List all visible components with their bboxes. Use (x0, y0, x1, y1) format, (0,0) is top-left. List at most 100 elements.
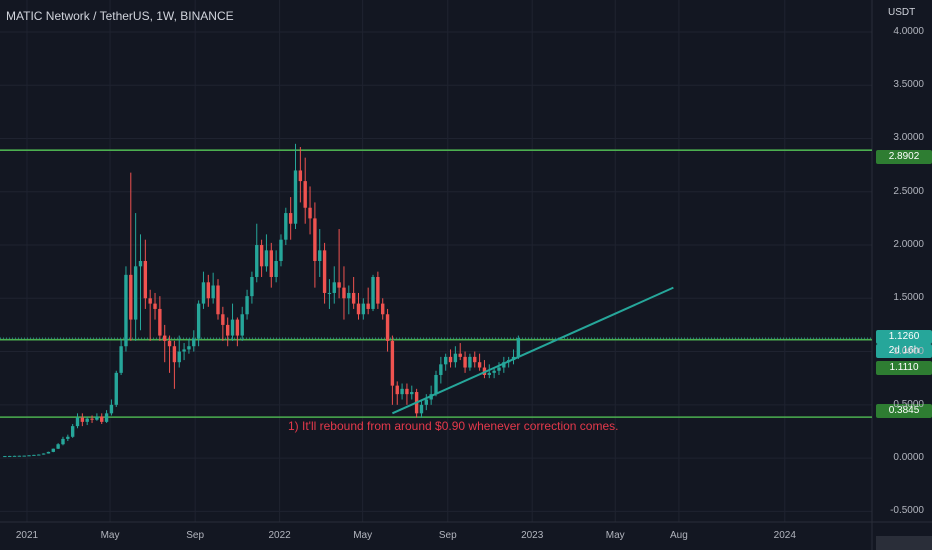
candle-body (298, 170, 303, 182)
candle-body (337, 282, 341, 288)
candle-body (22, 455, 26, 457)
x-axis-tick-label: 2023 (521, 530, 544, 541)
y-axis-tick-label: 3.5000 (893, 79, 924, 91)
candle-body (366, 303, 370, 309)
candle-body (3, 456, 7, 458)
candle-body (104, 413, 109, 422)
chart-annotation: 1) It'll rebound from around $0.90 whene… (288, 419, 619, 433)
y-axis-tick-label: 1.5000 (893, 292, 924, 304)
candle-body (492, 370, 496, 373)
candle-body (95, 416, 99, 420)
candle-body (114, 372, 118, 405)
candle-body (41, 453, 46, 455)
y-axis-tick-label: 2.5000 (893, 185, 924, 197)
candle-body (473, 356, 477, 363)
candle-body (129, 274, 133, 320)
y-axis-tick-label: 4.0000 (893, 25, 924, 37)
candle-body (216, 285, 220, 315)
candle-body (124, 274, 128, 347)
candle-body (119, 346, 123, 373)
candle-body (342, 287, 346, 299)
x-axis-tick-label: 2024 (773, 530, 796, 541)
candle-body (463, 356, 467, 368)
candle-body (85, 418, 89, 422)
candle-body (17, 455, 22, 457)
candle-body (163, 335, 167, 341)
chart-title: MATIC Network / TetherUS, 1W, BINANCE (6, 9, 234, 23)
x-axis-tick-label: 2021 (15, 530, 39, 541)
candle-body (187, 346, 191, 350)
candle-body (453, 353, 458, 363)
candle-body (284, 213, 288, 240)
candle-body (153, 303, 157, 309)
candle-body (109, 404, 114, 414)
support-price-tag: 0.3845 (876, 404, 932, 418)
candle-body (143, 261, 148, 299)
candle-body (269, 250, 273, 277)
candle-body (516, 338, 521, 357)
candle-body (70, 426, 75, 437)
candle-body (395, 385, 399, 395)
candle-body (264, 250, 269, 267)
candle-body (332, 282, 336, 293)
candle-body (7, 455, 12, 457)
level-price-tag: 1.1110 (876, 361, 932, 375)
candle-body (32, 454, 36, 456)
candle-body (477, 362, 482, 368)
candle-body (400, 388, 404, 395)
candle-body (51, 448, 55, 452)
candle-body (259, 245, 264, 267)
candle-body (133, 266, 138, 320)
candle-body (448, 356, 453, 363)
candle-countdown-tag: 2d 16h (876, 344, 932, 358)
candle-body (502, 362, 506, 368)
tradingview-logo (876, 536, 932, 550)
candle-body (274, 261, 278, 277)
candle-body (288, 213, 293, 224)
candle-body (61, 438, 65, 445)
candle-body (487, 372, 491, 375)
resistance-price-tag: 2.8902 (876, 150, 932, 164)
x-axis-tick-label: May (353, 530, 373, 541)
candle-body (221, 314, 225, 325)
y-axis-tick-label: 0.5000 (893, 398, 924, 410)
candle-body (371, 276, 375, 309)
candle-body (293, 170, 298, 224)
candle-body (158, 308, 162, 336)
candle-body (80, 417, 85, 422)
candle-body (148, 298, 152, 304)
candle-body (497, 367, 501, 371)
candle-body (225, 324, 230, 336)
x-axis-tick-label: 2022 (268, 530, 291, 541)
candle-body (177, 351, 181, 363)
candle-body (318, 250, 322, 261)
candle-body (46, 451, 51, 454)
candle-body (361, 303, 366, 315)
candle-body (405, 388, 409, 395)
candle-body (201, 282, 206, 304)
candle-body (230, 319, 235, 336)
candle-body (381, 303, 385, 315)
candle-body (240, 314, 244, 336)
candle-body (385, 314, 390, 341)
candle-body (255, 245, 259, 277)
trend-line (391, 286, 674, 415)
y-axis-tick-label: 2.0000 (893, 239, 924, 251)
candle-body (439, 364, 443, 375)
candle-body (167, 340, 172, 347)
candle-body (66, 436, 70, 439)
candle-body (410, 392, 414, 395)
candle-body (192, 338, 196, 347)
x-axis-tick-label: May (100, 530, 120, 541)
candle-body (322, 250, 327, 293)
candle-body (356, 303, 361, 315)
candle-body (172, 346, 177, 363)
candle-body (303, 181, 307, 208)
candle-body (245, 296, 249, 315)
candle-body (443, 356, 448, 365)
candle-body (235, 319, 240, 336)
candle-body (75, 417, 80, 427)
candle-body (327, 292, 332, 294)
